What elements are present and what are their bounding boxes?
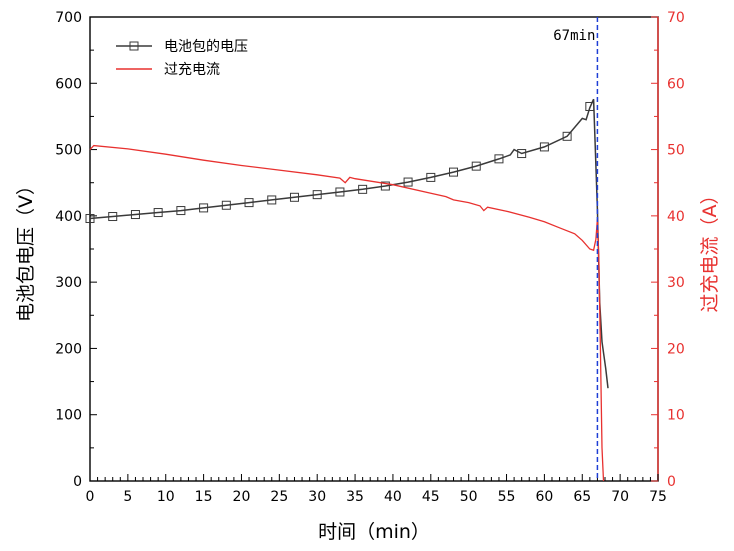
voltage-marker [585, 101, 595, 111]
y2-tick-label: 60 [667, 76, 685, 92]
y-tick-label: 700 [55, 10, 82, 26]
x-tick-label: 15 [195, 489, 213, 505]
voltage-marker [403, 177, 413, 187]
y-axis-title: 电池包电压（V） [15, 176, 37, 322]
x-tick-label: 40 [384, 489, 402, 505]
legend: 电池包的电压 过充电流 [116, 39, 248, 78]
voltage-line [89, 98, 609, 389]
y-tick-label: 300 [55, 275, 82, 291]
y2-tick-label: 70 [667, 10, 685, 26]
x-tick-label: 0 [86, 489, 95, 505]
x-tick-label: 65 [573, 489, 591, 505]
x-tick-label: 75 [649, 489, 667, 505]
voltage-marker [244, 198, 254, 208]
y2-axis-title: 过充电流（A） [699, 186, 721, 313]
voltage-marker [267, 195, 277, 205]
x-tick-label: 50 [460, 489, 478, 505]
x-tick-label: 10 [157, 489, 175, 505]
x-axis-ticks: 0 5 10 15 20 25 30 35 40 45 50 55 60 65 70 75 [86, 474, 667, 505]
x-tick-label: 25 [270, 489, 288, 505]
voltage-marker [380, 181, 390, 191]
voltage-marker [85, 214, 95, 224]
x-tick-label: 35 [346, 489, 364, 505]
y2-axis-ticks: 0 10 20 30 40 50 60 70 [651, 10, 685, 490]
x-tick-label: 5 [123, 489, 132, 505]
voltage-marker [562, 131, 572, 141]
y2-tick-label: 30 [667, 275, 685, 291]
x-axis-title: 时间（min） [318, 521, 430, 543]
y-axis-ticks: 0 100 200 300 400 500 600 700 [55, 10, 97, 490]
y2-tick-label: 50 [667, 143, 685, 159]
current-line [89, 144, 605, 482]
y2-tick-label: 10 [667, 408, 685, 424]
voltage-marker [130, 210, 140, 220]
legend-voltage-label: 电池包的电压 [164, 39, 248, 55]
voltage-marker [539, 142, 549, 152]
voltage-marker [494, 154, 504, 164]
y-tick-label: 500 [55, 143, 82, 159]
series-layer [85, 98, 609, 482]
voltage-marker [153, 208, 163, 218]
x-tick-label: 60 [535, 489, 553, 505]
voltage-marker [312, 190, 322, 200]
x-tick-label: 45 [422, 489, 440, 505]
voltage-marker [517, 149, 527, 159]
x-tick-label: 70 [611, 489, 629, 505]
voltage-marker [471, 161, 481, 171]
y-tick-label: 600 [55, 76, 82, 92]
voltage-marker [358, 184, 368, 194]
x-tick-label: 20 [233, 489, 251, 505]
voltage-marker [335, 187, 345, 197]
y-tick-label: 200 [55, 341, 82, 357]
voltage-marker [221, 200, 231, 210]
y-tick-label: 100 [55, 408, 82, 424]
annotation-label: 67min [553, 28, 595, 44]
legend-current-label: 过充电流 [164, 62, 220, 78]
x-tick-label: 55 [498, 489, 516, 505]
y-tick-label: 400 [55, 209, 82, 225]
plot-frame [89, 16, 659, 482]
voltage-marker [108, 212, 118, 222]
legend-voltage-marker [129, 41, 139, 51]
y2-tick-label: 20 [667, 341, 685, 357]
voltage-marker [176, 206, 186, 216]
y2-tick-label: 40 [667, 209, 685, 225]
voltage-marker [289, 192, 299, 202]
y-tick-label: 0 [73, 474, 82, 490]
voltage-marker [449, 167, 459, 177]
voltage-marker [199, 203, 209, 213]
voltage-marker [426, 172, 436, 182]
x-tick-label: 30 [308, 489, 326, 505]
y2-tick-label: 0 [667, 474, 676, 490]
